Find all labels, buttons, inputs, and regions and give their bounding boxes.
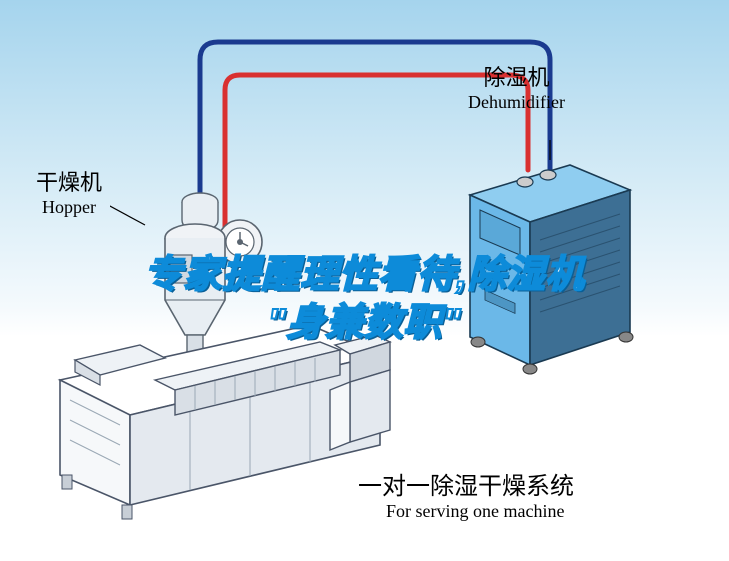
hopper-label: 干燥机 Hopper (36, 165, 102, 218)
overlay-headline: 专家提醒理性看待,除湿机 "身兼数职" (0, 252, 729, 347)
system-label: 一对一除湿干燥系统 For serving one machine (358, 466, 574, 522)
overlay-line-1: 专家提醒理性看待,除湿机 (0, 252, 729, 300)
hopper-label-cn: 干燥机 (36, 165, 102, 197)
overlay-line-2: "身兼数职" (0, 300, 729, 348)
dehumidifier-label-en: Dehumidifier (468, 92, 565, 113)
system-label-en: For serving one machine (358, 501, 574, 522)
dehumidifier-label: 除湿机 Dehumidifier (468, 60, 565, 113)
hopper-label-en: Hopper (36, 197, 102, 218)
dehumidifier-label-cn: 除湿机 (468, 60, 565, 92)
system-label-cn: 一对一除湿干燥系统 (358, 466, 574, 501)
